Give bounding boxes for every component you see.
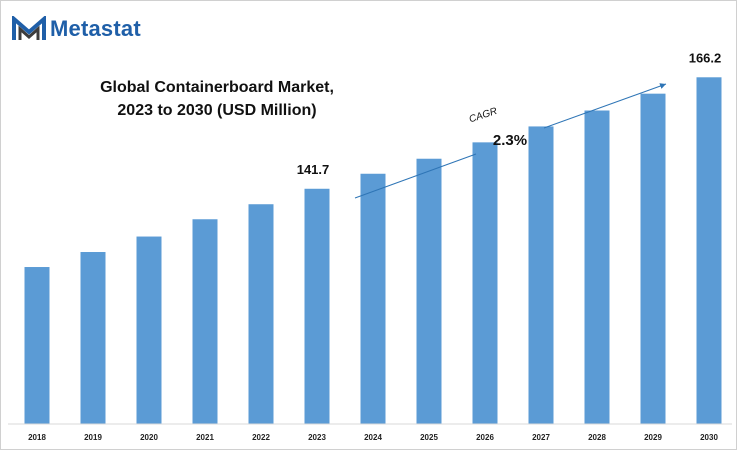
x-tick-label: 2025 [420, 433, 438, 442]
cagr-annotation: CAGR 2.3% [354, 83, 667, 199]
bar-2024 [360, 173, 386, 424]
cagr-arrow-line-right [543, 83, 667, 129]
bar-2022 [248, 204, 274, 424]
cagr-arrow-line-left [354, 153, 477, 199]
data-label-2023: 141.7 [297, 162, 330, 177]
bar-2029 [640, 93, 666, 425]
bar-2027 [528, 126, 554, 425]
data-labels: 141.7 166.2 [297, 50, 722, 176]
bar-2020 [136, 236, 162, 424]
x-tick-label: 2019 [84, 433, 102, 442]
data-label-2030: 166.2 [689, 50, 722, 65]
x-tick-label: 2027 [532, 433, 550, 442]
chart-title-line: 2023 to 2030 (USD Million) [117, 102, 316, 119]
chart-bars [24, 77, 722, 425]
bar-2026 [472, 142, 498, 425]
bar-2030 [696, 77, 722, 424]
cagr-value: 2.3% [493, 132, 527, 149]
bar-2019 [80, 252, 106, 424]
x-tick-label: 2028 [588, 433, 606, 442]
bar-2018 [24, 267, 50, 424]
chart-title-line: Global Containerboard Market, [100, 79, 334, 96]
bar-2028 [584, 110, 610, 424]
x-tick-label: 2020 [140, 433, 158, 442]
brand-logo: Metastat [12, 14, 141, 44]
x-tick-label: 2024 [364, 433, 382, 442]
bar-2025 [416, 158, 442, 425]
x-axis-ticks: 2018 2019 2020 2021 2022 2023 2024 2025 2026 2027… [28, 433, 718, 442]
chart-title: Global Containerboard Market, 2023 to 203… [100, 79, 334, 119]
metastat-logo-icon [12, 16, 46, 40]
x-tick-label: 2026 [476, 433, 494, 442]
x-tick-label: 2022 [252, 433, 270, 442]
cagr-label: CAGR [468, 106, 499, 125]
x-tick-label: 2021 [196, 433, 214, 442]
brand-name: Metastat [50, 16, 141, 41]
x-tick-label: 2023 [308, 433, 326, 442]
x-tick-label: 2029 [644, 433, 662, 442]
bar-2021 [192, 219, 218, 424]
bar-2023 [304, 188, 330, 424]
x-tick-label: 2018 [28, 433, 46, 442]
x-tick-label: 2030 [700, 433, 718, 442]
